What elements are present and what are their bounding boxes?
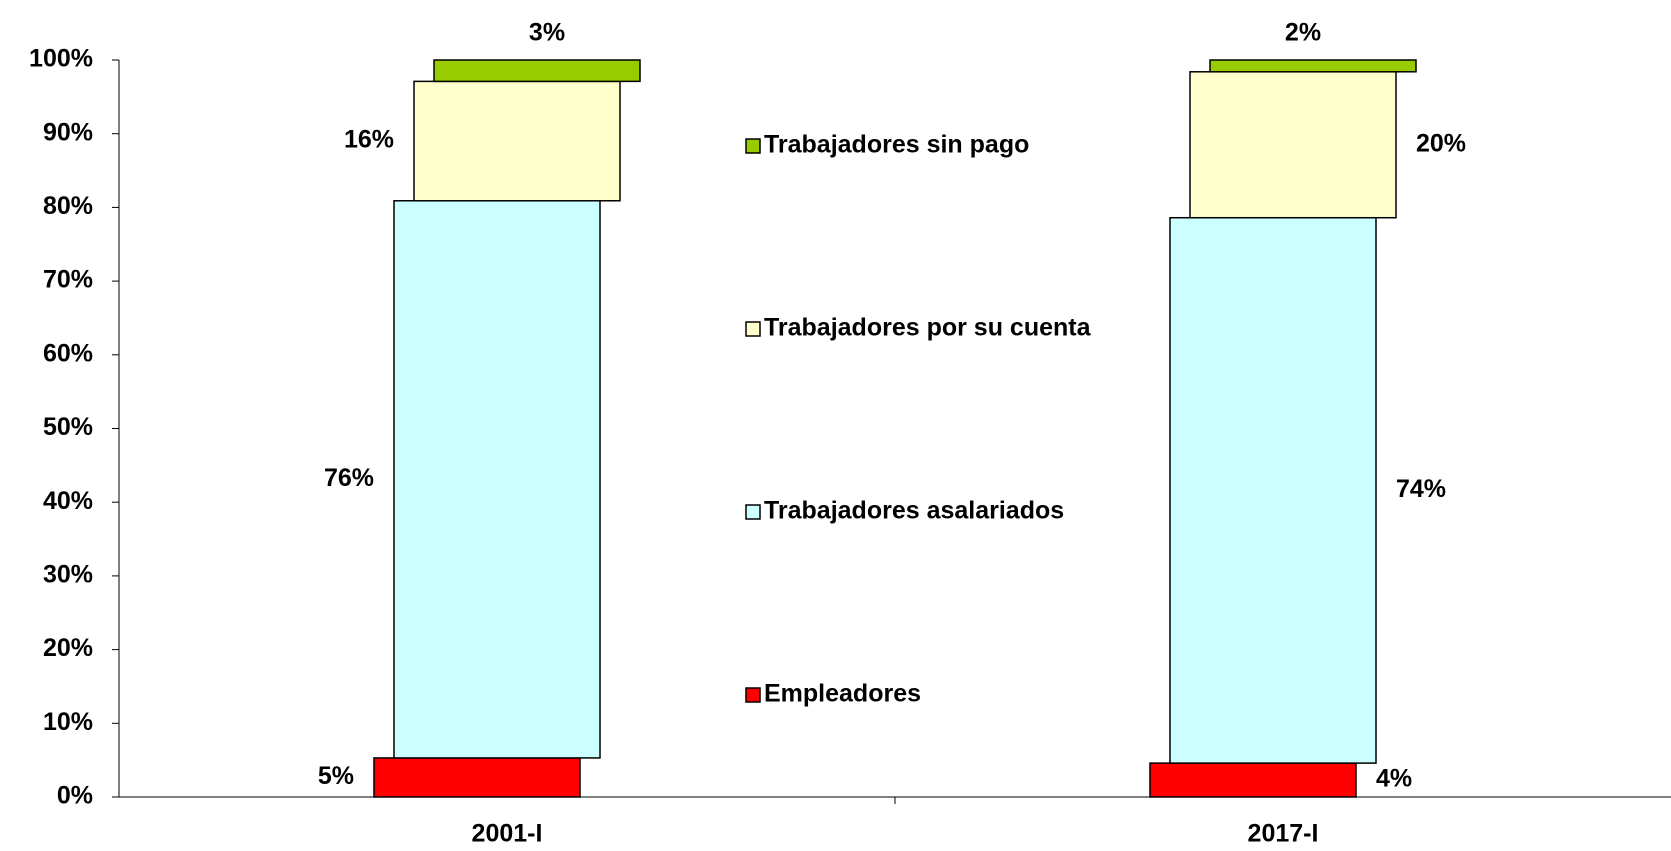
y-tick-label: 10% (43, 708, 93, 736)
y-tick-label: 70% (43, 266, 93, 294)
bar-segment (1169, 216, 1377, 764)
data-label: 4% (1376, 765, 1412, 793)
y-tick-label: 100% (29, 45, 93, 73)
bar-segment (413, 80, 621, 202)
data-label: 20% (1416, 129, 1466, 157)
bar-segment (433, 59, 641, 83)
bar-segment (373, 757, 581, 798)
x-tick-label: 2001-I (472, 820, 543, 848)
legend-swatch (745, 321, 761, 337)
y-tick-label: 50% (43, 413, 93, 441)
data-label: 2% (1285, 19, 1321, 47)
data-label: 16% (344, 126, 394, 154)
bar-segment (1189, 71, 1397, 219)
y-tick-label: 0% (57, 782, 93, 810)
bar-segment (1209, 59, 1417, 73)
y-tick-label: 40% (43, 487, 93, 515)
legend-swatch (745, 504, 761, 520)
legend-label: Trabajadores sin pago (764, 131, 1029, 159)
data-label: 5% (318, 762, 354, 790)
legend-label: Trabajadores asalariados (764, 497, 1064, 525)
data-label: 74% (1396, 475, 1446, 503)
legend-label: Empleadores (764, 680, 921, 708)
x-tick-label: 2017-I (1248, 820, 1319, 848)
y-tick-label: 20% (43, 634, 93, 662)
bar-segment (1149, 762, 1357, 798)
y-tick-label: 60% (43, 339, 93, 367)
data-label: 3% (529, 19, 565, 47)
y-tick-label: 30% (43, 561, 93, 589)
y-tick-label: 80% (43, 192, 93, 220)
legend-label: Trabajadores por su cuenta (764, 314, 1092, 342)
y-tick-label: 90% (43, 118, 93, 146)
legend-swatch (745, 687, 761, 703)
bar-segment (393, 200, 601, 759)
data-label: 76% (324, 464, 374, 492)
legend-swatch (745, 138, 761, 154)
